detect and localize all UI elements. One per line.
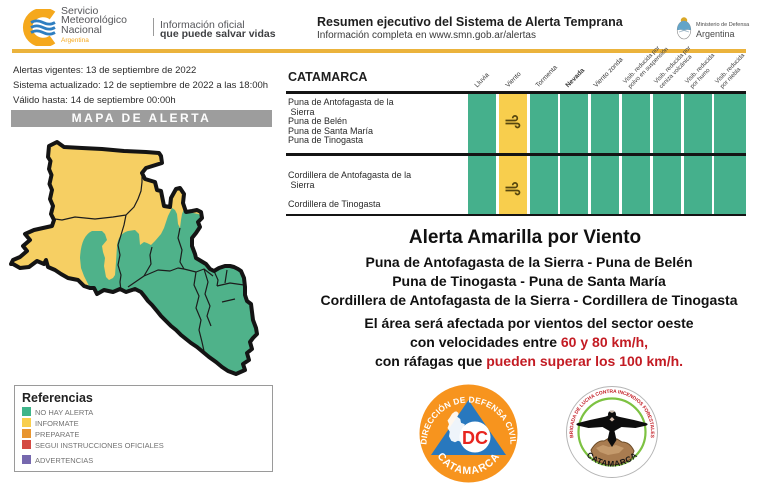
svg-text:DC: DC	[462, 428, 488, 448]
